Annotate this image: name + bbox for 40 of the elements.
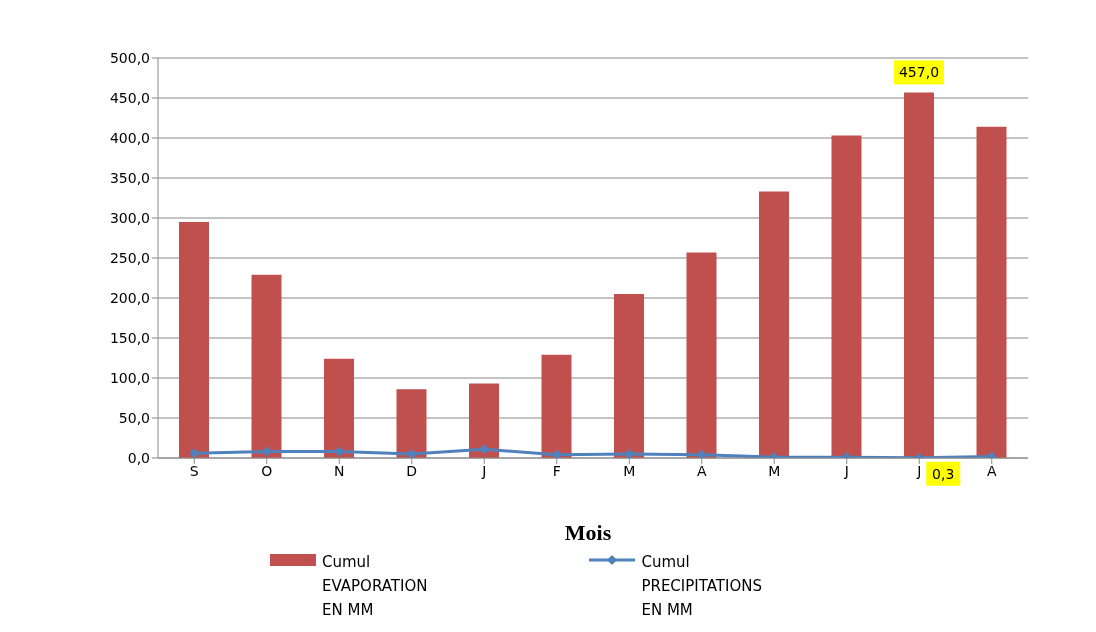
legend-label: Cumul PRECIPITATIONS EN MM [641,552,762,621]
data-label: 0,3 [932,465,955,482]
bar [469,383,499,458]
y-tick-label: 100,0 [109,369,150,386]
x-tick-label: N [334,462,345,479]
x-tick-label: F [552,462,561,479]
y-tick-label: 150,0 [109,329,150,346]
x-tick-label: A [986,462,997,479]
bar [541,354,572,458]
y-tick-label: 400,0 [109,129,150,146]
bar [251,274,282,458]
data-label: 457,0 [898,64,940,81]
x-tick-label: A [696,462,707,479]
bar [759,191,789,458]
x-tick-label: M [623,462,636,479]
y-tick-label: 300,0 [109,209,150,226]
bar [686,252,717,458]
x-tick-label: J [916,462,922,479]
bar [976,126,1007,458]
bar [179,222,209,458]
x-tick-label: J [481,462,487,479]
y-tick-label: 500,0 [109,49,150,66]
y-tick-label: 350,0 [109,169,150,186]
x-tick-label: S [189,462,199,479]
bar [324,358,354,458]
legend-label: Cumul EVAPORATION EN MM [322,552,428,621]
x-tick-label: O [261,462,273,479]
x-tick-label: M [768,462,781,479]
bar [396,389,427,458]
y-tick-label: 250,0 [109,249,150,266]
x-tick-label: D [406,462,418,479]
bar [831,135,862,458]
bar [614,294,644,458]
x-tick-label: J [843,462,849,479]
y-tick-label: 450,0 [109,89,150,106]
bar [904,92,934,458]
x-axis-title: Mois [563,520,613,546]
y-tick-label: 50,0 [118,409,150,426]
y-tick-label: 0,0 [127,449,150,466]
y-tick-label: 200,0 [109,289,150,306]
